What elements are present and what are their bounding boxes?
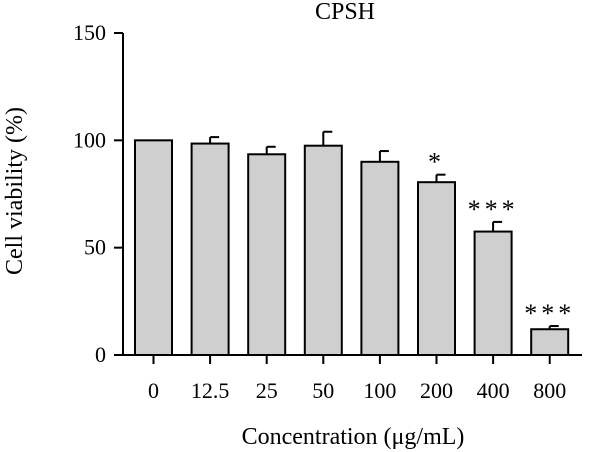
bar [303, 144, 343, 356]
y-tick-label: 100 [73, 127, 106, 152]
bar [190, 142, 230, 356]
bar [417, 181, 456, 356]
significance-marker: * [428, 148, 445, 177]
bar [134, 139, 173, 356]
x-tick-label: 0 [148, 378, 159, 403]
x-tick-label: 200 [420, 378, 453, 403]
x-tick-label: 50 [312, 378, 334, 403]
chart-title: CPSH [315, 0, 375, 25]
y-axis-label: Cell viability (%) [2, 107, 28, 275]
bar [247, 153, 287, 356]
x-tick-label: 400 [477, 378, 510, 403]
x-tick-label: 12.5 [191, 378, 230, 403]
x-tick-label: 100 [363, 378, 396, 403]
significance-marker: *** [524, 299, 575, 328]
x-axis-label: Concentration (μg/mL) [242, 424, 465, 450]
y-tick-label: 0 [95, 342, 106, 367]
x-tick-label: 800 [533, 378, 566, 403]
bars: ******* [134, 130, 575, 356]
y-tick-label: 50 [84, 235, 106, 260]
bar [360, 160, 400, 356]
y-tick-label: 150 [73, 20, 106, 45]
bar [530, 328, 570, 356]
x-tick-label: 25 [256, 378, 278, 403]
significance-marker: *** [468, 195, 519, 224]
y-axis: 0 50 100 150 [73, 20, 124, 367]
x-axis: 0 12.5 25 50 100 200 400 800 [122, 354, 582, 403]
bar [473, 230, 513, 356]
